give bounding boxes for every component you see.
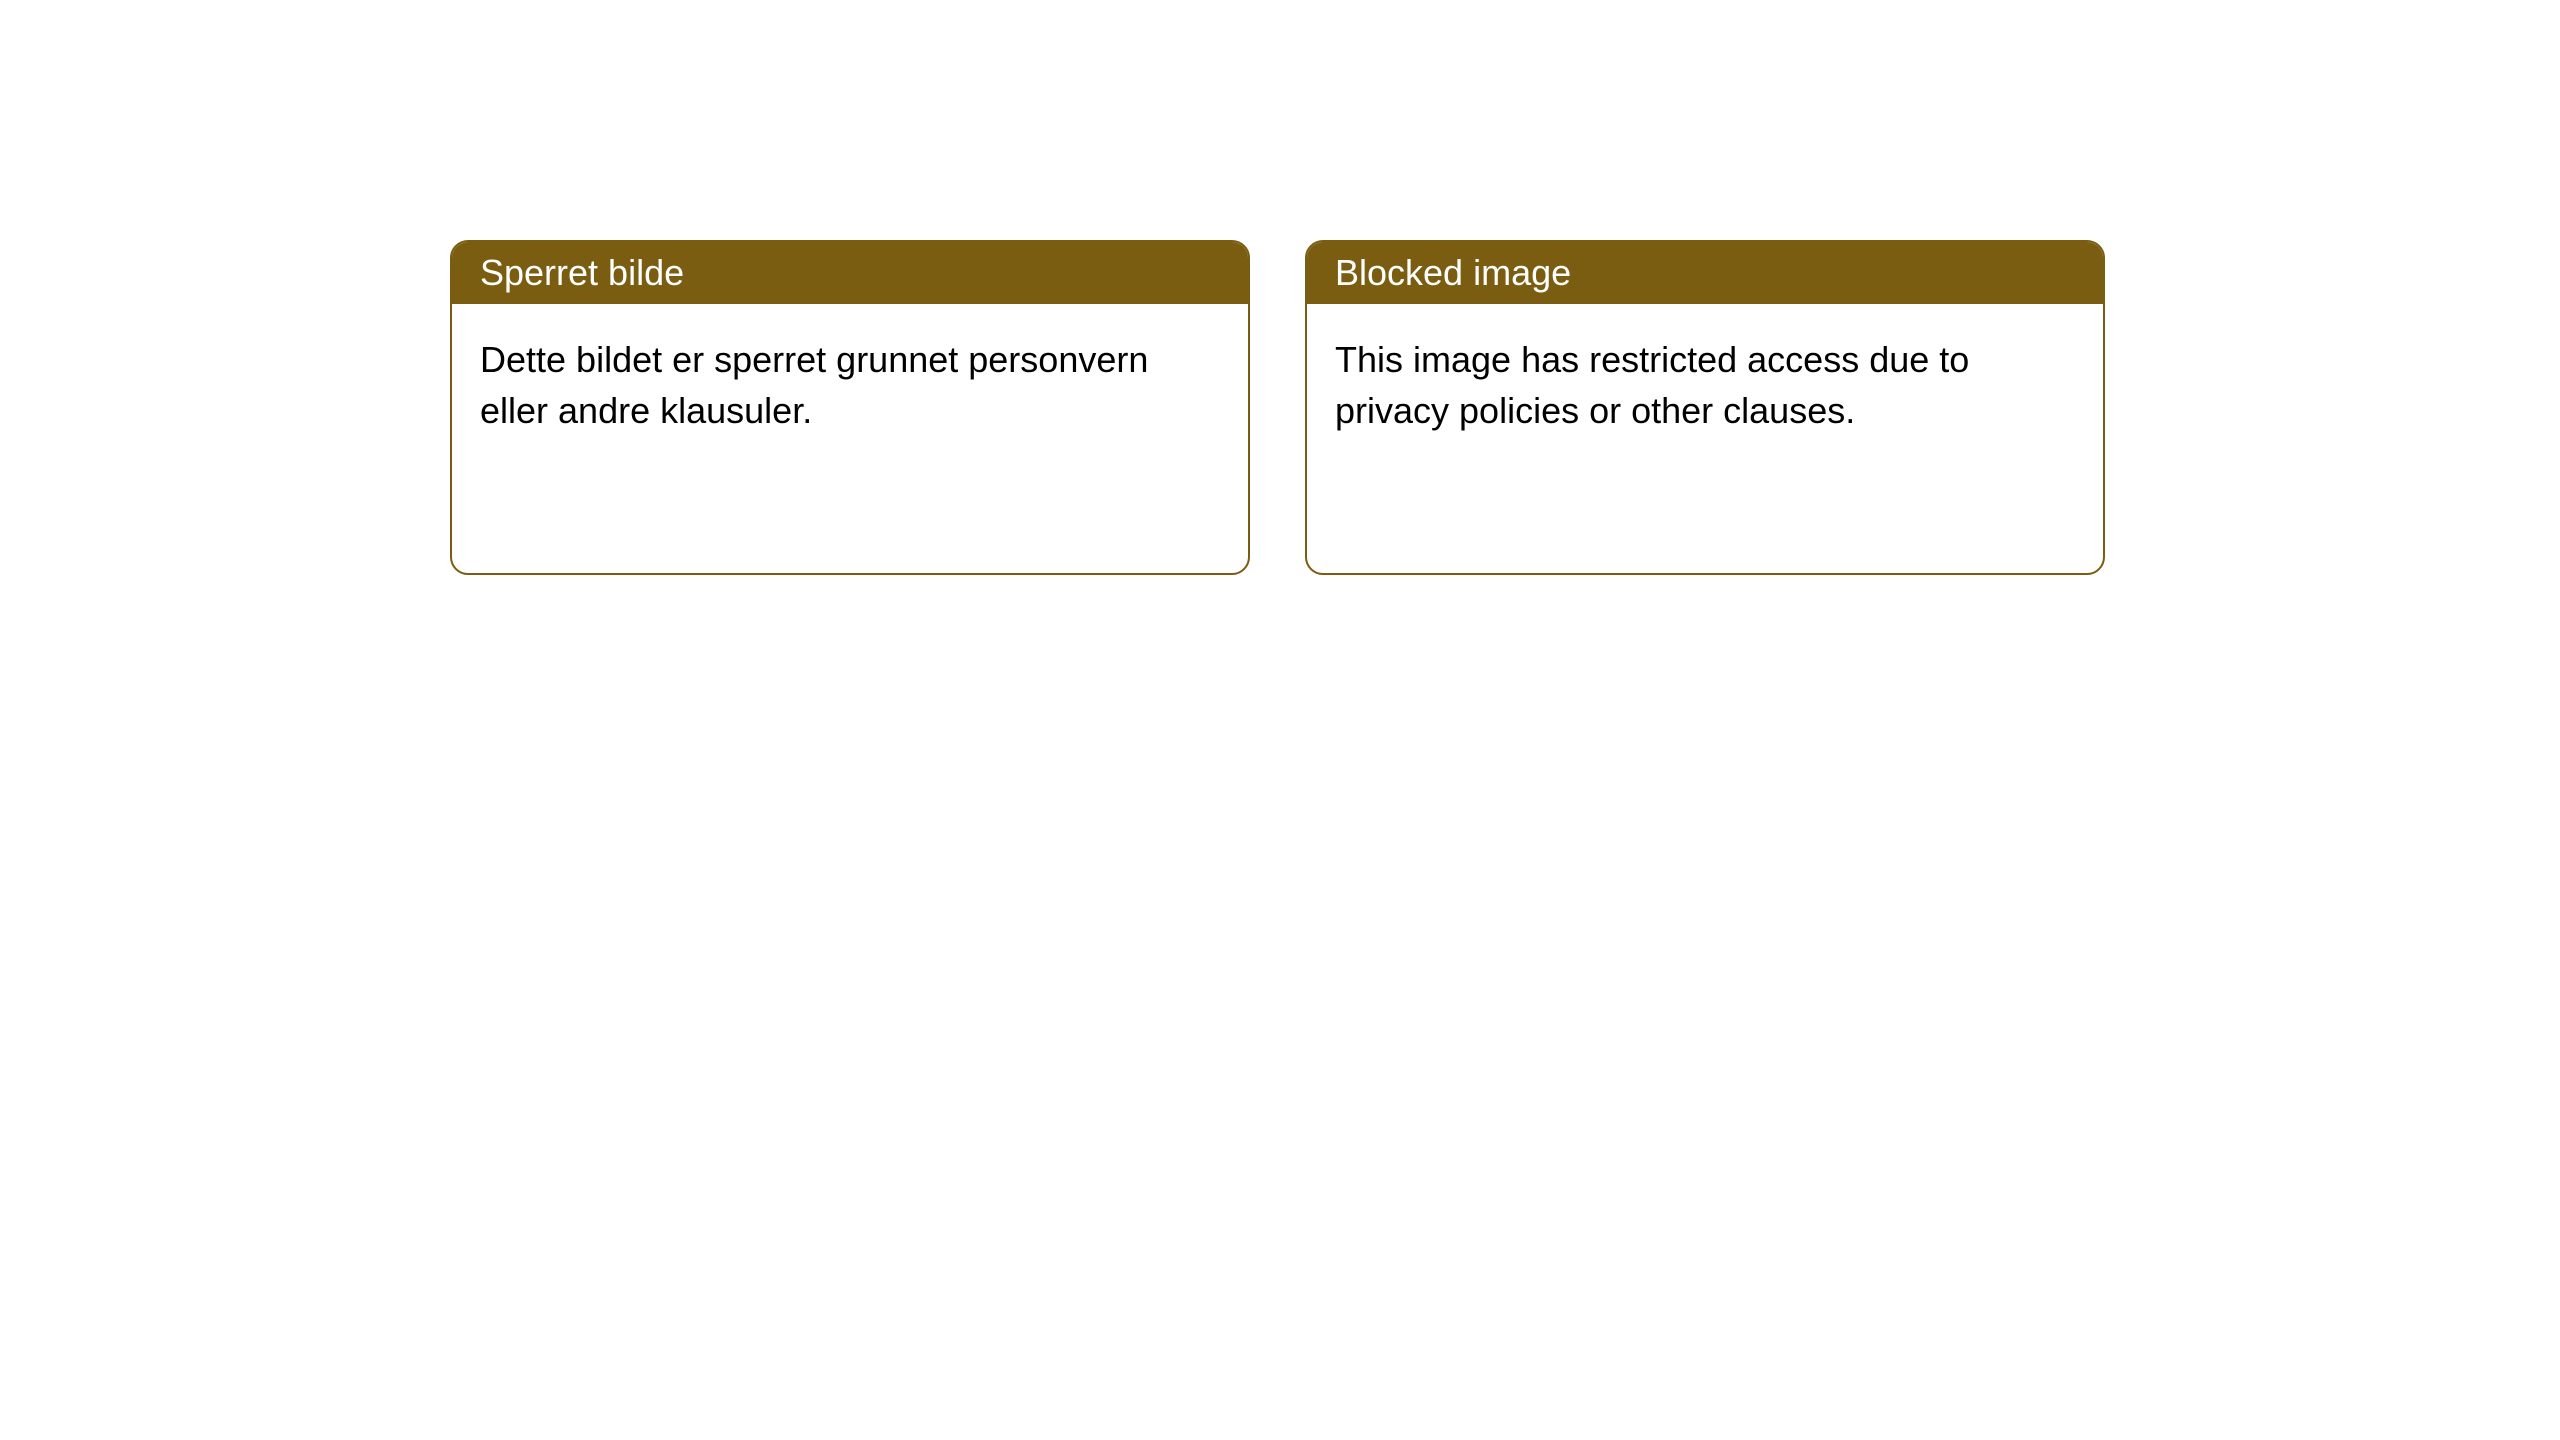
notice-body-norwegian: Dette bildet er sperret grunnet personve… xyxy=(452,304,1248,466)
notice-title-english: Blocked image xyxy=(1307,242,2103,304)
notice-body-english: This image has restricted access due to … xyxy=(1307,304,2103,466)
notice-card-english: Blocked image This image has restricted … xyxy=(1305,240,2105,575)
notice-container: Sperret bilde Dette bildet er sperret gr… xyxy=(450,240,2105,575)
notice-title-norwegian: Sperret bilde xyxy=(452,242,1248,304)
notice-card-norwegian: Sperret bilde Dette bildet er sperret gr… xyxy=(450,240,1250,575)
